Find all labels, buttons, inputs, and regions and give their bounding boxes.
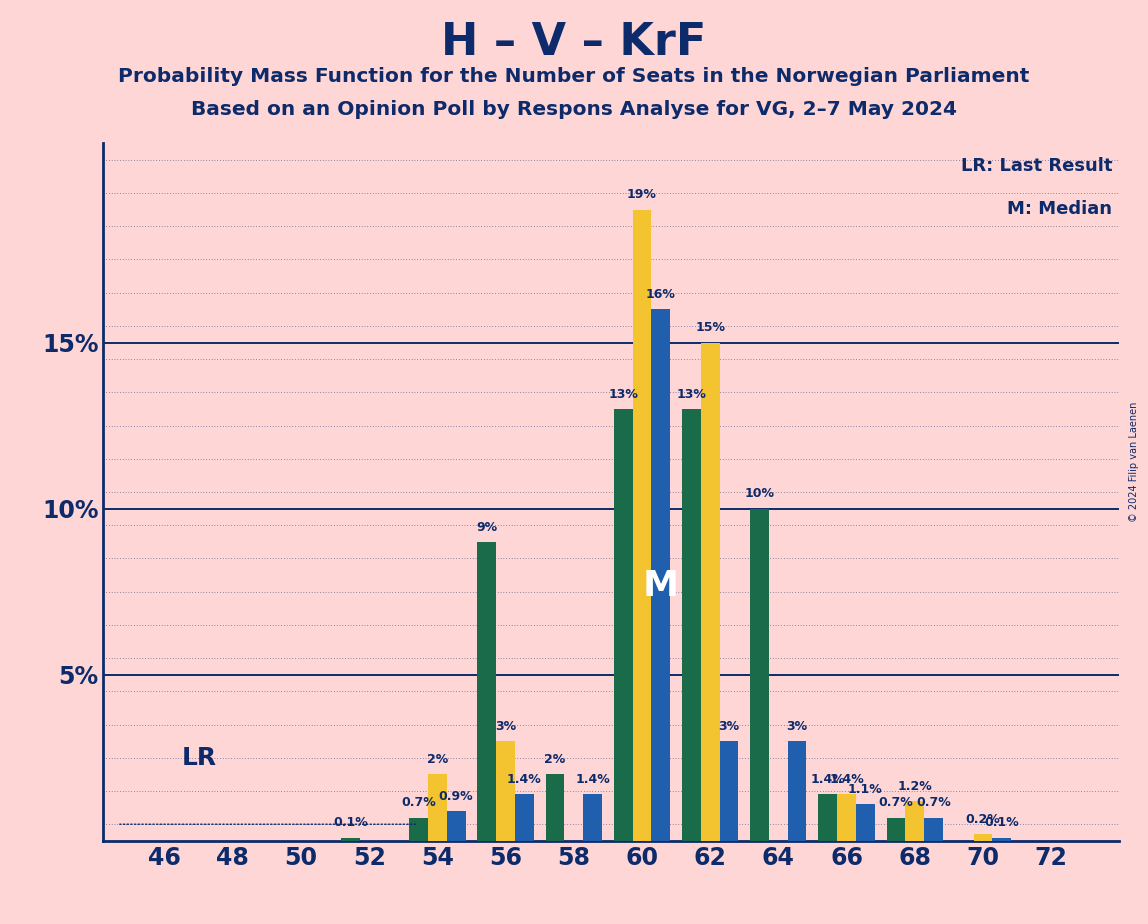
- Bar: [515, 795, 534, 841]
- Bar: [410, 818, 428, 841]
- Bar: [633, 210, 651, 841]
- Text: 0.7%: 0.7%: [402, 796, 436, 809]
- Text: 0.7%: 0.7%: [916, 796, 951, 809]
- Bar: [924, 818, 943, 841]
- Bar: [837, 795, 856, 841]
- Bar: [886, 818, 906, 841]
- Bar: [906, 801, 924, 841]
- Text: Probability Mass Function for the Number of Seats in the Norwegian Parliament: Probability Mass Function for the Number…: [118, 67, 1030, 86]
- Text: 10%: 10%: [745, 487, 775, 500]
- Bar: [856, 804, 875, 841]
- Bar: [682, 409, 700, 841]
- Bar: [341, 837, 359, 841]
- Bar: [788, 741, 807, 841]
- Bar: [496, 741, 515, 841]
- Text: LR: LR: [181, 746, 217, 770]
- Bar: [428, 774, 447, 841]
- Text: H – V – KrF: H – V – KrF: [441, 21, 707, 65]
- Text: 3%: 3%: [786, 720, 808, 733]
- Bar: [478, 541, 496, 841]
- Text: 0.7%: 0.7%: [878, 796, 914, 809]
- Bar: [751, 508, 769, 841]
- Bar: [720, 741, 738, 841]
- Bar: [614, 409, 633, 841]
- Text: Based on an Opinion Poll by Respons Analyse for VG, 2–7 May 2024: Based on an Opinion Poll by Respons Anal…: [191, 100, 957, 119]
- Bar: [545, 774, 565, 841]
- Text: 1.4%: 1.4%: [575, 773, 610, 786]
- Bar: [700, 343, 720, 841]
- Text: 1.4%: 1.4%: [829, 773, 864, 786]
- Text: 1.2%: 1.2%: [898, 780, 932, 793]
- Text: 19%: 19%: [627, 188, 657, 201]
- Bar: [447, 811, 466, 841]
- Text: 15%: 15%: [696, 322, 726, 334]
- Text: 0.9%: 0.9%: [439, 790, 473, 803]
- Text: 13%: 13%: [608, 388, 638, 401]
- Text: 0.2%: 0.2%: [965, 813, 1000, 826]
- Bar: [974, 834, 992, 841]
- Bar: [651, 310, 670, 841]
- Text: 1.1%: 1.1%: [848, 783, 883, 796]
- Text: 0.1%: 0.1%: [984, 816, 1019, 829]
- Bar: [992, 837, 1011, 841]
- Text: 16%: 16%: [646, 288, 676, 301]
- Bar: [583, 795, 602, 841]
- Text: 1.4%: 1.4%: [810, 773, 845, 786]
- Text: 3%: 3%: [495, 720, 517, 733]
- Text: 1.4%: 1.4%: [507, 773, 542, 786]
- Text: M: M: [643, 568, 678, 602]
- Text: LR: Last Result: LR: Last Result: [961, 156, 1112, 175]
- Text: M: Median: M: Median: [1008, 200, 1112, 218]
- Text: 3%: 3%: [719, 720, 739, 733]
- Text: © 2024 Filip van Laenen: © 2024 Filip van Laenen: [1130, 402, 1139, 522]
- Text: 2%: 2%: [544, 753, 566, 766]
- Text: 13%: 13%: [676, 388, 706, 401]
- Text: 0.1%: 0.1%: [333, 816, 367, 829]
- Bar: [819, 795, 837, 841]
- Text: 9%: 9%: [476, 520, 497, 533]
- Text: 2%: 2%: [427, 753, 448, 766]
